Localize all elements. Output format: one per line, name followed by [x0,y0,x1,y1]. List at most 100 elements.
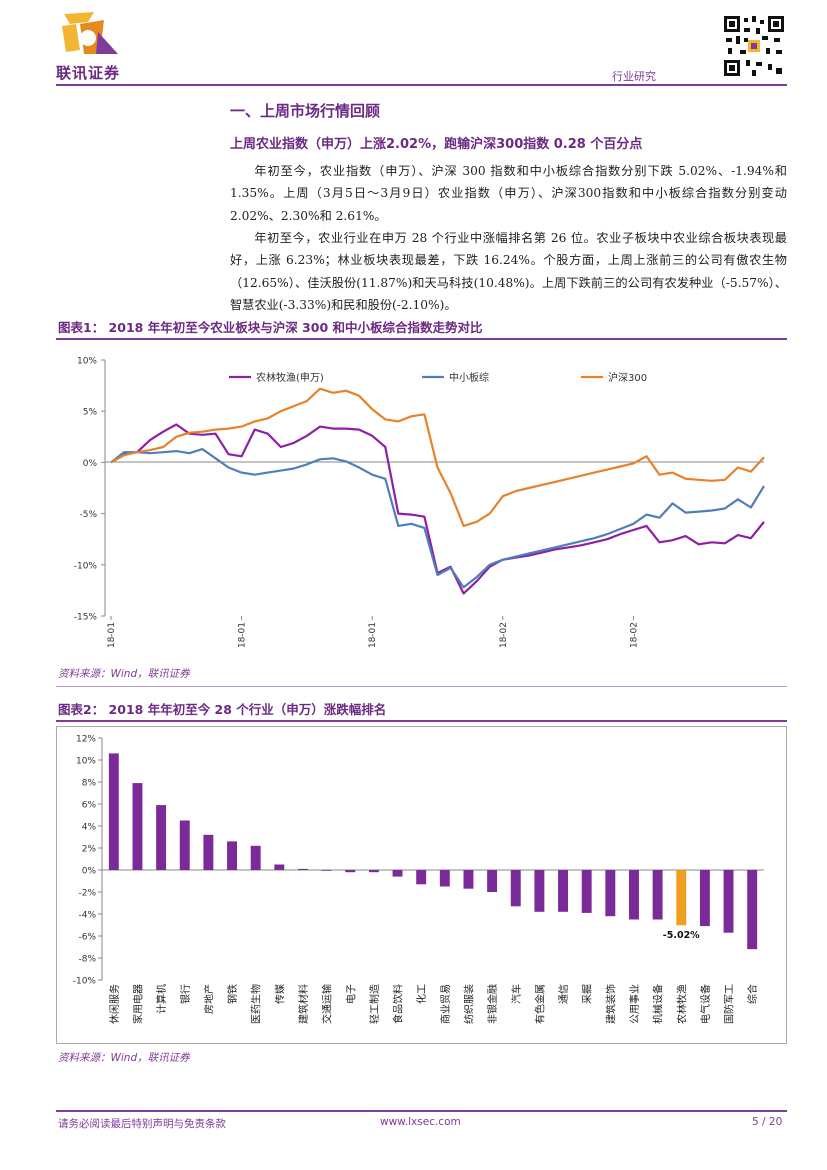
x-tick-label: 18-01 [107,622,117,648]
category-label: 房地产 [202,984,215,1014]
paragraph-2: 年初至今，农业行业在申万 28 个行业中涨幅排名第 26 位。农业子板块中农业综… [230,231,787,312]
y-tick-label: 4% [82,823,97,833]
bar-chart: 12% 10% 8% 6% 4% 2% 0% -2% -4% -6% -8% -10% 休闲服务 家用电… [56,726,787,1044]
category-label: 计算机 [155,984,168,1014]
bar [156,805,167,870]
bar [203,834,214,870]
y-tick-label: 12% [76,735,96,745]
y-tick-label: 10% [76,757,96,767]
category-label: 化工 [415,984,428,1004]
bar [723,870,734,933]
figure1-title: 图表1： 2018 年年初至今农业板块与沪深 300 和中小板综合指数走势对比 [58,320,483,335]
y-tick-label: 10% [77,357,97,367]
bar [581,870,592,913]
figure2-rule [56,720,787,722]
legend-label: 中小板综 [449,371,489,384]
bar [227,841,238,870]
figure1-bottom-rule [56,686,787,687]
category-label: 农林牧渔 [675,984,688,1024]
category-label: 传媒 [274,984,286,1004]
y-tick-label: 0% [83,459,98,469]
x-tick-label: 18-01 [368,622,378,648]
bar [699,870,710,927]
series-line-2 [110,387,765,527]
paragraph-1: 年初至今，农业指数（申万）、沪深 300 指数和中小板综合指数分别下跌 5.02… [230,164,787,223]
y-tick-label: -10% [73,977,97,987]
y-tick-label: -6% [78,933,96,943]
bar [676,870,687,926]
bar [652,870,663,920]
section-title: 一、上周市场行情回顾 [230,102,381,120]
bar [439,870,450,887]
figure2-title: 图表2： 2018 年年初至今 28 个行业（申万）涨跌幅排名 [58,702,387,717]
bar [487,870,498,892]
category-label: 商业贸易 [439,984,452,1024]
x-tick-label: 18-02 [499,622,509,648]
company-logo [58,10,138,58]
x-tick-label: 18-02 [629,622,639,648]
category-label: 建筑材料 [297,984,310,1024]
y-tick-label: -8% [78,955,96,965]
bar [392,870,403,877]
y-tick-label: 6% [82,801,97,811]
legend-label: 农林牧渔(申万) [256,371,324,384]
y-tick-label: 0% [82,867,97,877]
footer-disclaimer[interactable]: 请务必阅读最后特别声明与免责条款 [58,1118,226,1130]
category-label: 交通运输 [321,984,334,1024]
category-label: 有色金属 [533,984,546,1024]
y-tick-label: 2% [82,845,97,855]
category-label: 食品饮料 [392,984,405,1024]
category-label: 钢铁 [226,984,239,1004]
y-tick-label: 8% [82,779,97,789]
bar [368,870,379,873]
category-label: 综合 [746,984,759,1004]
highlight-data-label: -5.02% [663,930,700,941]
category-label: 采掘 [581,984,594,1004]
category-label: 国防军工 [723,984,736,1024]
bar [558,870,569,912]
bar [108,753,119,870]
category-label: 银行 [179,984,192,1004]
legend-label: 沪深300 [608,371,647,384]
category-label: 机械设备 [652,984,665,1024]
bar [274,864,285,870]
y-tick-label: -4% [78,911,96,921]
section-subtitle: 上周农业指数（申万）上涨2.02%，跑输沪深300指数 0.28 个百分点 [230,137,643,152]
bar [628,870,639,920]
figure1-source: 资料来源：Wind，联讯证券 [58,668,190,680]
footer-website[interactable]: www.lxsec.com [380,1116,461,1128]
bar [605,870,616,917]
bar [179,820,190,870]
chart-frame [56,726,787,1044]
category-label: 医药生物 [250,984,263,1024]
bar [250,845,261,870]
category-label: 轻工制造 [368,984,381,1024]
y-tick-label: -15% [74,613,98,623]
x-tick-label: 18-01 [238,622,248,648]
y-tick-label: -10% [74,561,98,571]
bar [297,868,308,870]
series-line-1 [110,448,765,589]
y-tick-label: 5% [83,408,98,418]
category-label: 电气设备 [699,984,712,1024]
company-name: 联讯证券 [56,64,121,82]
bar [510,870,521,907]
figure1-rule [56,338,787,340]
category-label: 电子 [344,984,357,1004]
line-chart: 10% 5% 0% -5% -10% -15% 18-01 18-01 18-01 18-02 1… [74,357,765,648]
bar [747,870,758,950]
bar [463,870,474,889]
category-label: 休闲服务 [108,984,121,1024]
report-type: 行业研究 [612,70,656,83]
header-rule [56,84,787,86]
category-label: 汽车 [510,984,523,1004]
category-label: 非银金融 [486,984,499,1024]
category-label: 纺织服装 [462,984,475,1024]
footer-rule [56,1110,787,1112]
bar [132,783,143,870]
y-tick-label: -2% [78,889,96,899]
category-label: 家用电器 [131,984,144,1024]
category-label: 建筑装饰 [604,984,617,1024]
y-tick-label: -5% [79,510,97,520]
bar [345,870,356,873]
